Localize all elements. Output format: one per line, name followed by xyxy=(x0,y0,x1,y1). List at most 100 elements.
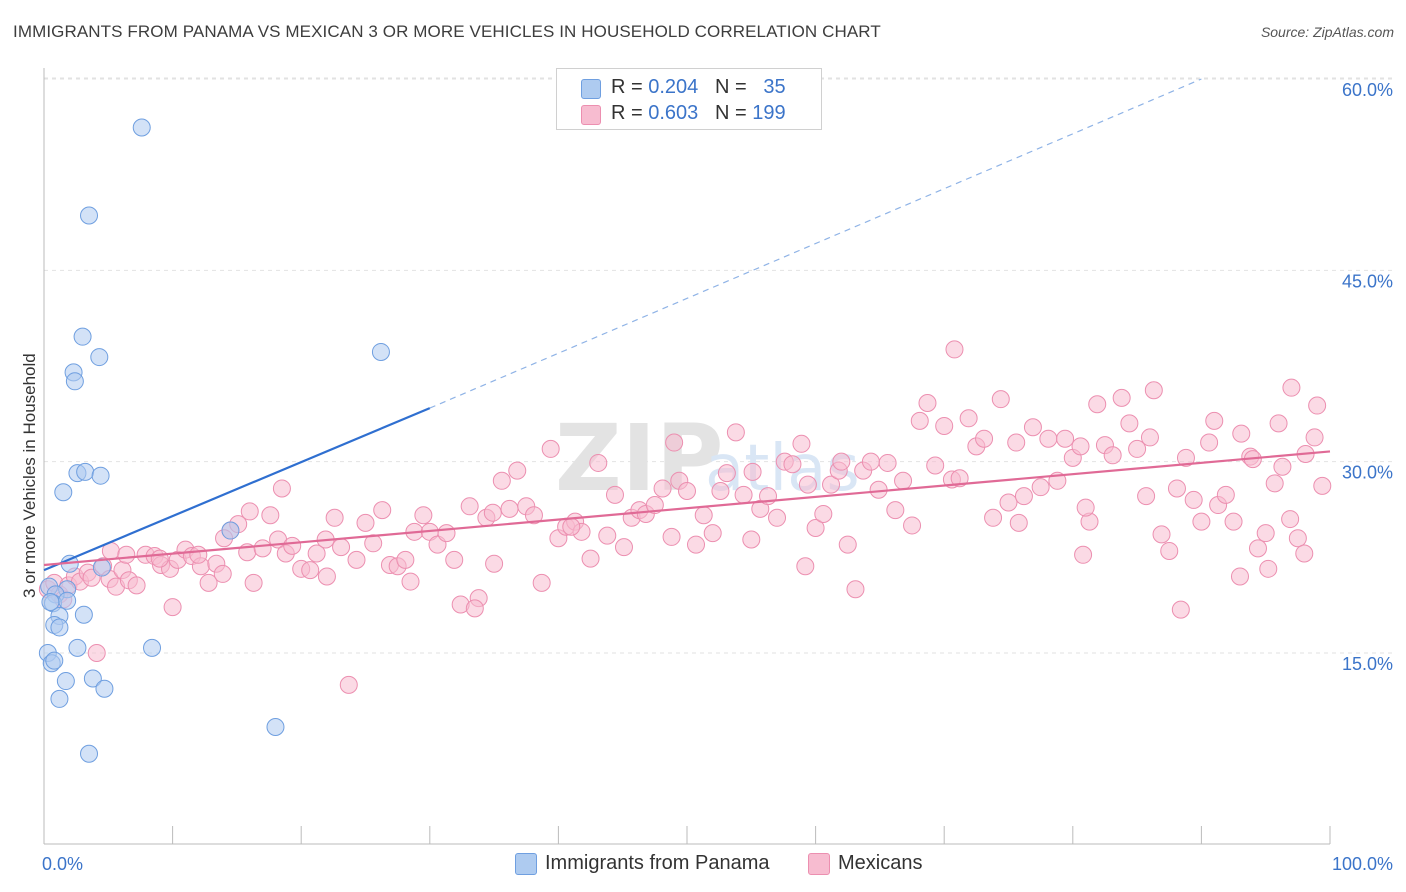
point-mexicans xyxy=(240,502,259,521)
point-panama xyxy=(92,558,111,577)
point-mexicans xyxy=(783,455,802,474)
point-mexicans xyxy=(945,340,964,359)
point-mexicans xyxy=(1074,545,1093,564)
stats-text-panama: R = 0.204 N = 35 xyxy=(611,76,786,98)
point-mexicans xyxy=(199,573,218,592)
point-mexicans xyxy=(1230,567,1249,586)
point-panama xyxy=(68,638,87,657)
point-mexicans xyxy=(1269,414,1288,433)
point-panama xyxy=(371,342,390,361)
point-panama xyxy=(132,118,151,137)
bottom-legend-swatch-panama xyxy=(515,853,537,875)
point-panama xyxy=(91,466,110,485)
point-panama xyxy=(90,348,109,367)
point-mexicans xyxy=(1184,490,1203,509)
point-mexicans xyxy=(918,393,937,412)
point-panama xyxy=(41,592,60,611)
point-mexicans xyxy=(117,545,136,564)
point-mexicans xyxy=(414,506,433,525)
point-mexicans xyxy=(1200,433,1219,452)
n-value-panama: 35 xyxy=(763,76,786,98)
point-mexicans xyxy=(792,434,811,453)
point-mexicans xyxy=(283,536,302,555)
point-panama xyxy=(50,689,69,708)
point-mexicans xyxy=(301,561,320,580)
point-mexicans xyxy=(1071,437,1090,456)
point-mexicans xyxy=(150,549,169,568)
x-tick-label-max: 100.0% xyxy=(1332,854,1393,874)
point-mexicans xyxy=(687,535,706,554)
point-mexicans xyxy=(734,485,753,504)
axis-labels: 15.0% 30.0% 45.0% 60.0% 0.0% 100.0% 3 or more … xyxy=(20,80,1393,874)
point-mexicans xyxy=(401,572,420,591)
point-mexicans xyxy=(878,453,897,472)
point-mexicans xyxy=(1305,428,1324,447)
trend-line-panama xyxy=(43,407,431,572)
point-mexicans xyxy=(1009,513,1028,532)
point-mexicans xyxy=(653,479,672,498)
point-mexicans xyxy=(861,452,880,471)
point-mexicans xyxy=(541,439,560,458)
y-tick-label: 15.0% xyxy=(1342,654,1393,674)
point-mexicans xyxy=(717,464,736,483)
point-panama xyxy=(50,618,69,637)
point-mexicans xyxy=(307,544,326,563)
point-mexicans xyxy=(1088,395,1107,414)
point-mexicans xyxy=(1140,428,1159,447)
point-mexicans xyxy=(614,538,633,557)
point-mexicans xyxy=(935,416,954,435)
point-mexicans xyxy=(984,508,1003,527)
point-mexicans xyxy=(261,506,280,525)
point-panama xyxy=(74,605,93,624)
point-mexicans xyxy=(1160,541,1179,560)
point-mexicans xyxy=(598,526,617,545)
point-mexicans xyxy=(711,482,730,501)
point-mexicans xyxy=(1281,510,1300,529)
point-mexicans xyxy=(347,550,366,569)
point-mexicans xyxy=(1273,457,1292,476)
source-credit: Source: ZipAtlas.com xyxy=(1260,24,1394,40)
point-panama xyxy=(80,744,99,763)
point-panama xyxy=(83,669,102,688)
point-mexicans xyxy=(822,475,841,494)
point-mexicans xyxy=(500,499,519,518)
point-mexicans xyxy=(703,524,722,543)
point-mexicans xyxy=(910,411,929,430)
point-mexicans xyxy=(272,479,291,498)
trend-line-panama-extension xyxy=(429,78,1202,409)
point-mexicans xyxy=(1259,559,1278,578)
point-mexicans xyxy=(332,538,351,557)
point-mexicans xyxy=(1192,512,1211,531)
point-mexicans xyxy=(662,527,681,546)
point-panama xyxy=(221,521,240,540)
point-mexicans xyxy=(532,573,551,592)
x-tick-label-min: 0.0% xyxy=(42,854,83,874)
point-mexicans xyxy=(492,471,511,490)
point-mexicans xyxy=(364,534,383,553)
point-panama xyxy=(54,483,73,502)
point-mexicans xyxy=(562,517,581,536)
point-mexicans xyxy=(1224,512,1243,531)
r-value-panama: 0.204 xyxy=(648,76,699,98)
point-mexicans xyxy=(1007,433,1026,452)
point-mexicans xyxy=(1176,448,1195,467)
point-mexicans xyxy=(87,644,106,662)
point-mexicans xyxy=(999,493,1018,512)
bottom-legend-swatch-mexicans xyxy=(808,853,830,875)
legend-swatch-panama xyxy=(581,79,601,99)
point-mexicans xyxy=(1171,600,1190,619)
point-mexicans xyxy=(886,501,905,520)
point-mexicans xyxy=(959,409,978,428)
point-mexicans xyxy=(742,530,761,549)
point-mexicans xyxy=(483,503,502,522)
bottom-legend-label-mexicans: Mexicans xyxy=(838,852,923,874)
r-value-mexicans: 0.603 xyxy=(648,102,699,124)
point-mexicans xyxy=(846,580,865,599)
point-mexicans xyxy=(665,433,684,452)
stats-text-mexicans: R = 0.603 N = 199 xyxy=(611,102,786,124)
point-mexicans xyxy=(189,545,208,564)
point-mexicans xyxy=(1265,474,1284,493)
point-mexicans xyxy=(975,429,994,448)
point-mexicans xyxy=(356,513,375,532)
